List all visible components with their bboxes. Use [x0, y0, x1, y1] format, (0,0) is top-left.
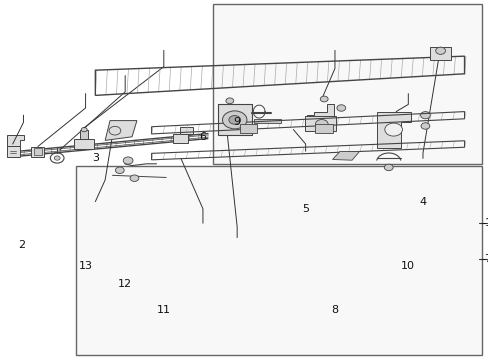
Bar — [34, 148, 41, 155]
Bar — [315, 124, 332, 133]
Circle shape — [222, 111, 246, 129]
Text: 5: 5 — [302, 204, 308, 214]
Circle shape — [81, 127, 87, 132]
Bar — [217, 104, 251, 135]
Text: 6: 6 — [199, 132, 206, 142]
Text: 10: 10 — [401, 261, 414, 271]
Bar — [31, 147, 44, 157]
Text: 3: 3 — [92, 153, 99, 163]
Text: -1: -1 — [480, 218, 488, 228]
Circle shape — [115, 167, 124, 174]
Text: -7: -7 — [480, 254, 488, 264]
Polygon shape — [332, 152, 359, 160]
Bar — [212, 4, 481, 164]
Polygon shape — [376, 112, 410, 148]
Text: 13: 13 — [79, 261, 92, 271]
Polygon shape — [7, 135, 24, 146]
Circle shape — [336, 105, 345, 111]
Circle shape — [228, 116, 240, 124]
Text: 9: 9 — [233, 117, 240, 127]
Circle shape — [384, 123, 402, 136]
Text: 11: 11 — [157, 305, 170, 315]
Text: 2: 2 — [19, 240, 25, 250]
Polygon shape — [306, 104, 333, 117]
Bar — [173, 134, 187, 143]
Bar — [429, 47, 450, 60]
Text: 4: 4 — [419, 197, 426, 207]
Bar — [7, 146, 20, 157]
Bar — [180, 127, 192, 134]
Text: 8: 8 — [331, 305, 338, 315]
Text: 12: 12 — [118, 279, 131, 289]
Bar — [254, 119, 281, 123]
Circle shape — [320, 96, 327, 102]
Circle shape — [123, 157, 133, 164]
Circle shape — [225, 98, 233, 104]
Bar — [76, 166, 481, 355]
Circle shape — [315, 120, 327, 129]
Circle shape — [54, 156, 60, 160]
Bar — [80, 130, 88, 139]
Bar — [74, 139, 94, 149]
Circle shape — [420, 112, 429, 119]
Circle shape — [435, 47, 445, 54]
Polygon shape — [105, 121, 137, 140]
Circle shape — [384, 164, 392, 171]
Circle shape — [130, 175, 139, 181]
Bar — [239, 124, 256, 133]
Circle shape — [420, 123, 429, 129]
Bar — [304, 116, 336, 131]
